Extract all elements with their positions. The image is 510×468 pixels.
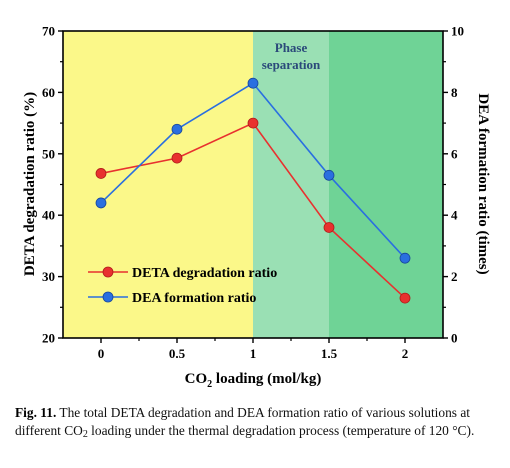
caption-text-1: The total DETA degradation and DEA forma… <box>15 405 470 438</box>
y-left-tick-label: 70 <box>42 24 55 39</box>
y-right-tick-label: 0 <box>451 331 458 346</box>
y-right-tick-label: 4 <box>451 208 458 223</box>
x-tick-label: 0 <box>98 346 105 361</box>
region-1 <box>253 31 329 338</box>
region-2 <box>329 31 443 338</box>
x-axis-label-main: CO <box>185 371 208 387</box>
data-point-dea <box>171 123 183 135</box>
legend-label-dea: DEA formation ratio <box>132 291 256 306</box>
x-tick-label: 1.5 <box>321 346 338 361</box>
y-left-tick-label: 20 <box>42 331 55 346</box>
y-left-tick-label: 40 <box>42 208 55 223</box>
annotation-line1: Phase <box>275 40 308 55</box>
data-point-dea <box>247 77 259 89</box>
legend-marker-dea <box>102 291 114 303</box>
caption-text-2: loading under the thermal degradation pr… <box>87 423 475 438</box>
y-left-tick-label: 30 <box>42 269 55 284</box>
data-point-deta <box>95 168 107 179</box>
region-0 <box>63 31 253 338</box>
x-tick-label: 2 <box>402 346 409 361</box>
legend-marker-deta <box>102 266 114 278</box>
data-point-deta <box>247 117 259 129</box>
caption-label: Fig. 11. <box>15 405 57 420</box>
y-left-tick-label: 60 <box>42 85 55 100</box>
y-right-tick-label: 2 <box>451 269 458 284</box>
data-point-deta <box>399 292 411 304</box>
x-tick-label: 0.5 <box>169 346 186 361</box>
y-axis-left-label: DETA degradation ratio (%) <box>22 92 38 276</box>
legend: DETA degradation ratio DEA formation rat… <box>88 266 277 306</box>
x-axis-label: CO2 loading (mol/kg) <box>185 371 322 390</box>
chart: 0 0.5 1 1.5 2 20 30 40 50 60 70 0 2 4 6 8 10 Phase separ… <box>22 24 491 391</box>
data-point-deta <box>171 152 183 164</box>
data-point-dea <box>95 197 107 209</box>
y-right-tick-label: 10 <box>451 24 464 39</box>
figure-caption: Fig. 11. The total DETA degradation and … <box>15 404 499 440</box>
data-point-dea <box>399 252 411 264</box>
x-tick-label: 1 <box>250 346 257 361</box>
background-regions <box>63 31 443 338</box>
x-axis-label-sub: 2 <box>207 379 212 390</box>
caption-sub: 2 <box>82 429 88 440</box>
series-layer <box>95 77 411 304</box>
legend-label-deta: DETA degradation ratio <box>132 266 277 281</box>
y-left-tick-label: 50 <box>42 146 55 161</box>
x-axis-label-rest: loading (mol/kg) <box>212 371 321 387</box>
annotation-line2: separation <box>262 57 321 72</box>
y-right-tick-label: 8 <box>451 85 458 100</box>
data-point-deta <box>323 222 335 233</box>
data-point-dea <box>323 169 335 181</box>
y-axis-right-label: DEA formation ratio (times) <box>475 93 491 274</box>
y-right-tick-label: 6 <box>451 146 458 161</box>
axis-ticks: 0 0.5 1 1.5 2 20 30 40 50 60 70 0 2 4 6 8 10 <box>42 24 464 362</box>
